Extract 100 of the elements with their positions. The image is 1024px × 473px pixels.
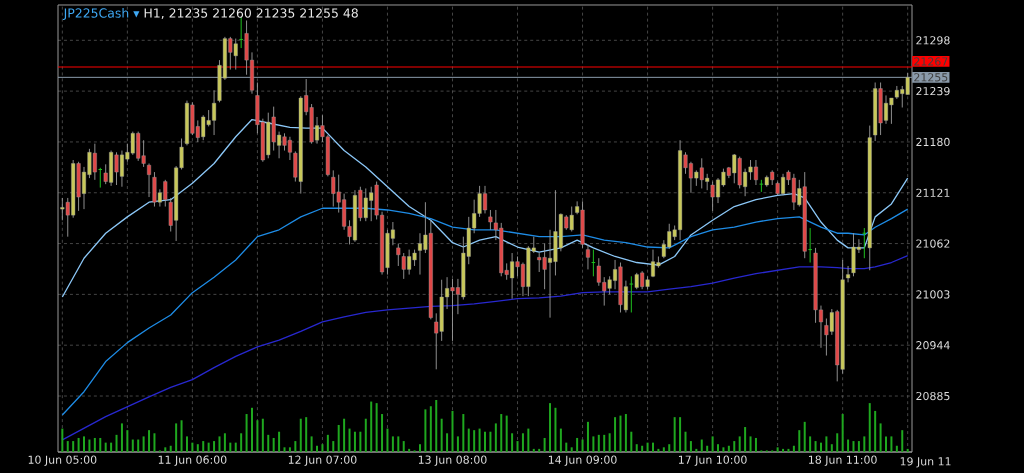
bar	[857, 441, 860, 452]
bar	[597, 434, 600, 452]
x-tick-label: 17 Jun 10:00	[678, 455, 747, 466]
candlestick	[147, 163, 152, 198]
bar	[278, 431, 281, 452]
bar	[754, 437, 757, 452]
bar	[679, 417, 682, 452]
bar	[689, 441, 692, 452]
bar	[240, 433, 243, 452]
bar	[543, 437, 546, 452]
bar	[61, 428, 64, 452]
bar	[110, 442, 113, 452]
bar	[305, 417, 308, 452]
bar	[516, 441, 519, 452]
y-tick-label: 21298	[916, 36, 950, 45]
bar	[207, 442, 210, 452]
bar	[429, 406, 432, 452]
bar	[500, 414, 503, 452]
bar	[581, 439, 584, 452]
bar	[288, 447, 291, 452]
bar	[408, 448, 411, 452]
bar	[153, 433, 156, 452]
bar	[261, 418, 264, 452]
bar	[863, 436, 866, 452]
ref-line-label: 21267	[914, 57, 948, 66]
bar	[115, 434, 118, 452]
bar	[619, 415, 622, 452]
candlestick	[97, 167, 103, 189]
bar	[782, 448, 785, 452]
bar	[251, 407, 253, 452]
bar	[175, 423, 178, 452]
bar	[137, 439, 140, 452]
bar	[446, 433, 449, 452]
bar	[630, 431, 633, 452]
bar	[218, 436, 221, 452]
candlestick	[585, 243, 590, 270]
bar	[213, 441, 216, 452]
bar	[435, 400, 438, 452]
bar	[885, 436, 887, 452]
y-tick-label: 21239	[916, 86, 950, 96]
candlestick	[846, 265, 851, 283]
chart-subtitle: H1, 21235 21260 21235 21255 48	[144, 8, 358, 19]
x-tick-label: 11 Jun 06:00	[158, 455, 227, 466]
ref-line-label: 21255	[914, 73, 948, 82]
bar	[148, 430, 151, 452]
bar	[93, 437, 96, 452]
bar	[191, 442, 194, 452]
bar	[402, 441, 405, 452]
bar	[738, 436, 741, 452]
bar	[456, 436, 459, 452]
bar	[364, 418, 367, 452]
bar	[294, 441, 297, 452]
bar	[180, 420, 183, 452]
bar	[316, 445, 319, 452]
bar	[353, 431, 356, 452]
y-tick-label: 20885	[916, 391, 950, 401]
bar	[521, 433, 524, 452]
bar	[565, 442, 568, 452]
candlestick	[238, 16, 244, 49]
bar	[489, 431, 492, 452]
bar	[673, 417, 676, 452]
x-tick-label: 14 Jun 09:00	[548, 455, 617, 466]
bar	[662, 447, 665, 452]
bar	[381, 414, 384, 452]
bar	[798, 430, 801, 452]
bar	[825, 436, 828, 452]
bar	[391, 436, 394, 452]
bar	[462, 414, 465, 452]
candlestick	[807, 227, 813, 264]
bar	[700, 439, 703, 452]
bar	[370, 401, 373, 452]
bar	[879, 423, 882, 452]
bar	[614, 417, 617, 452]
text: 19 Jun 11	[900, 457, 951, 468]
bar	[809, 436, 812, 452]
bar	[554, 407, 557, 452]
bar	[234, 442, 237, 452]
bar	[635, 444, 638, 452]
bar	[695, 448, 698, 452]
bar	[527, 428, 530, 452]
bar	[310, 436, 313, 452]
bar	[223, 433, 226, 452]
bar	[787, 448, 790, 452]
bar	[511, 433, 514, 452]
bar	[592, 436, 595, 452]
y-tick-label: 21180	[916, 137, 950, 147]
bar	[299, 418, 302, 452]
candlestick	[396, 243, 401, 267]
bar	[706, 445, 709, 452]
bar	[169, 445, 172, 452]
bar	[906, 448, 909, 452]
bar	[641, 445, 644, 452]
bar	[348, 428, 351, 452]
y-tick-label: 20944	[916, 341, 950, 350]
bar	[624, 414, 627, 452]
bar	[494, 423, 497, 452]
bar	[749, 436, 752, 452]
bar	[196, 444, 199, 452]
bar	[473, 430, 476, 452]
bar	[668, 444, 671, 452]
